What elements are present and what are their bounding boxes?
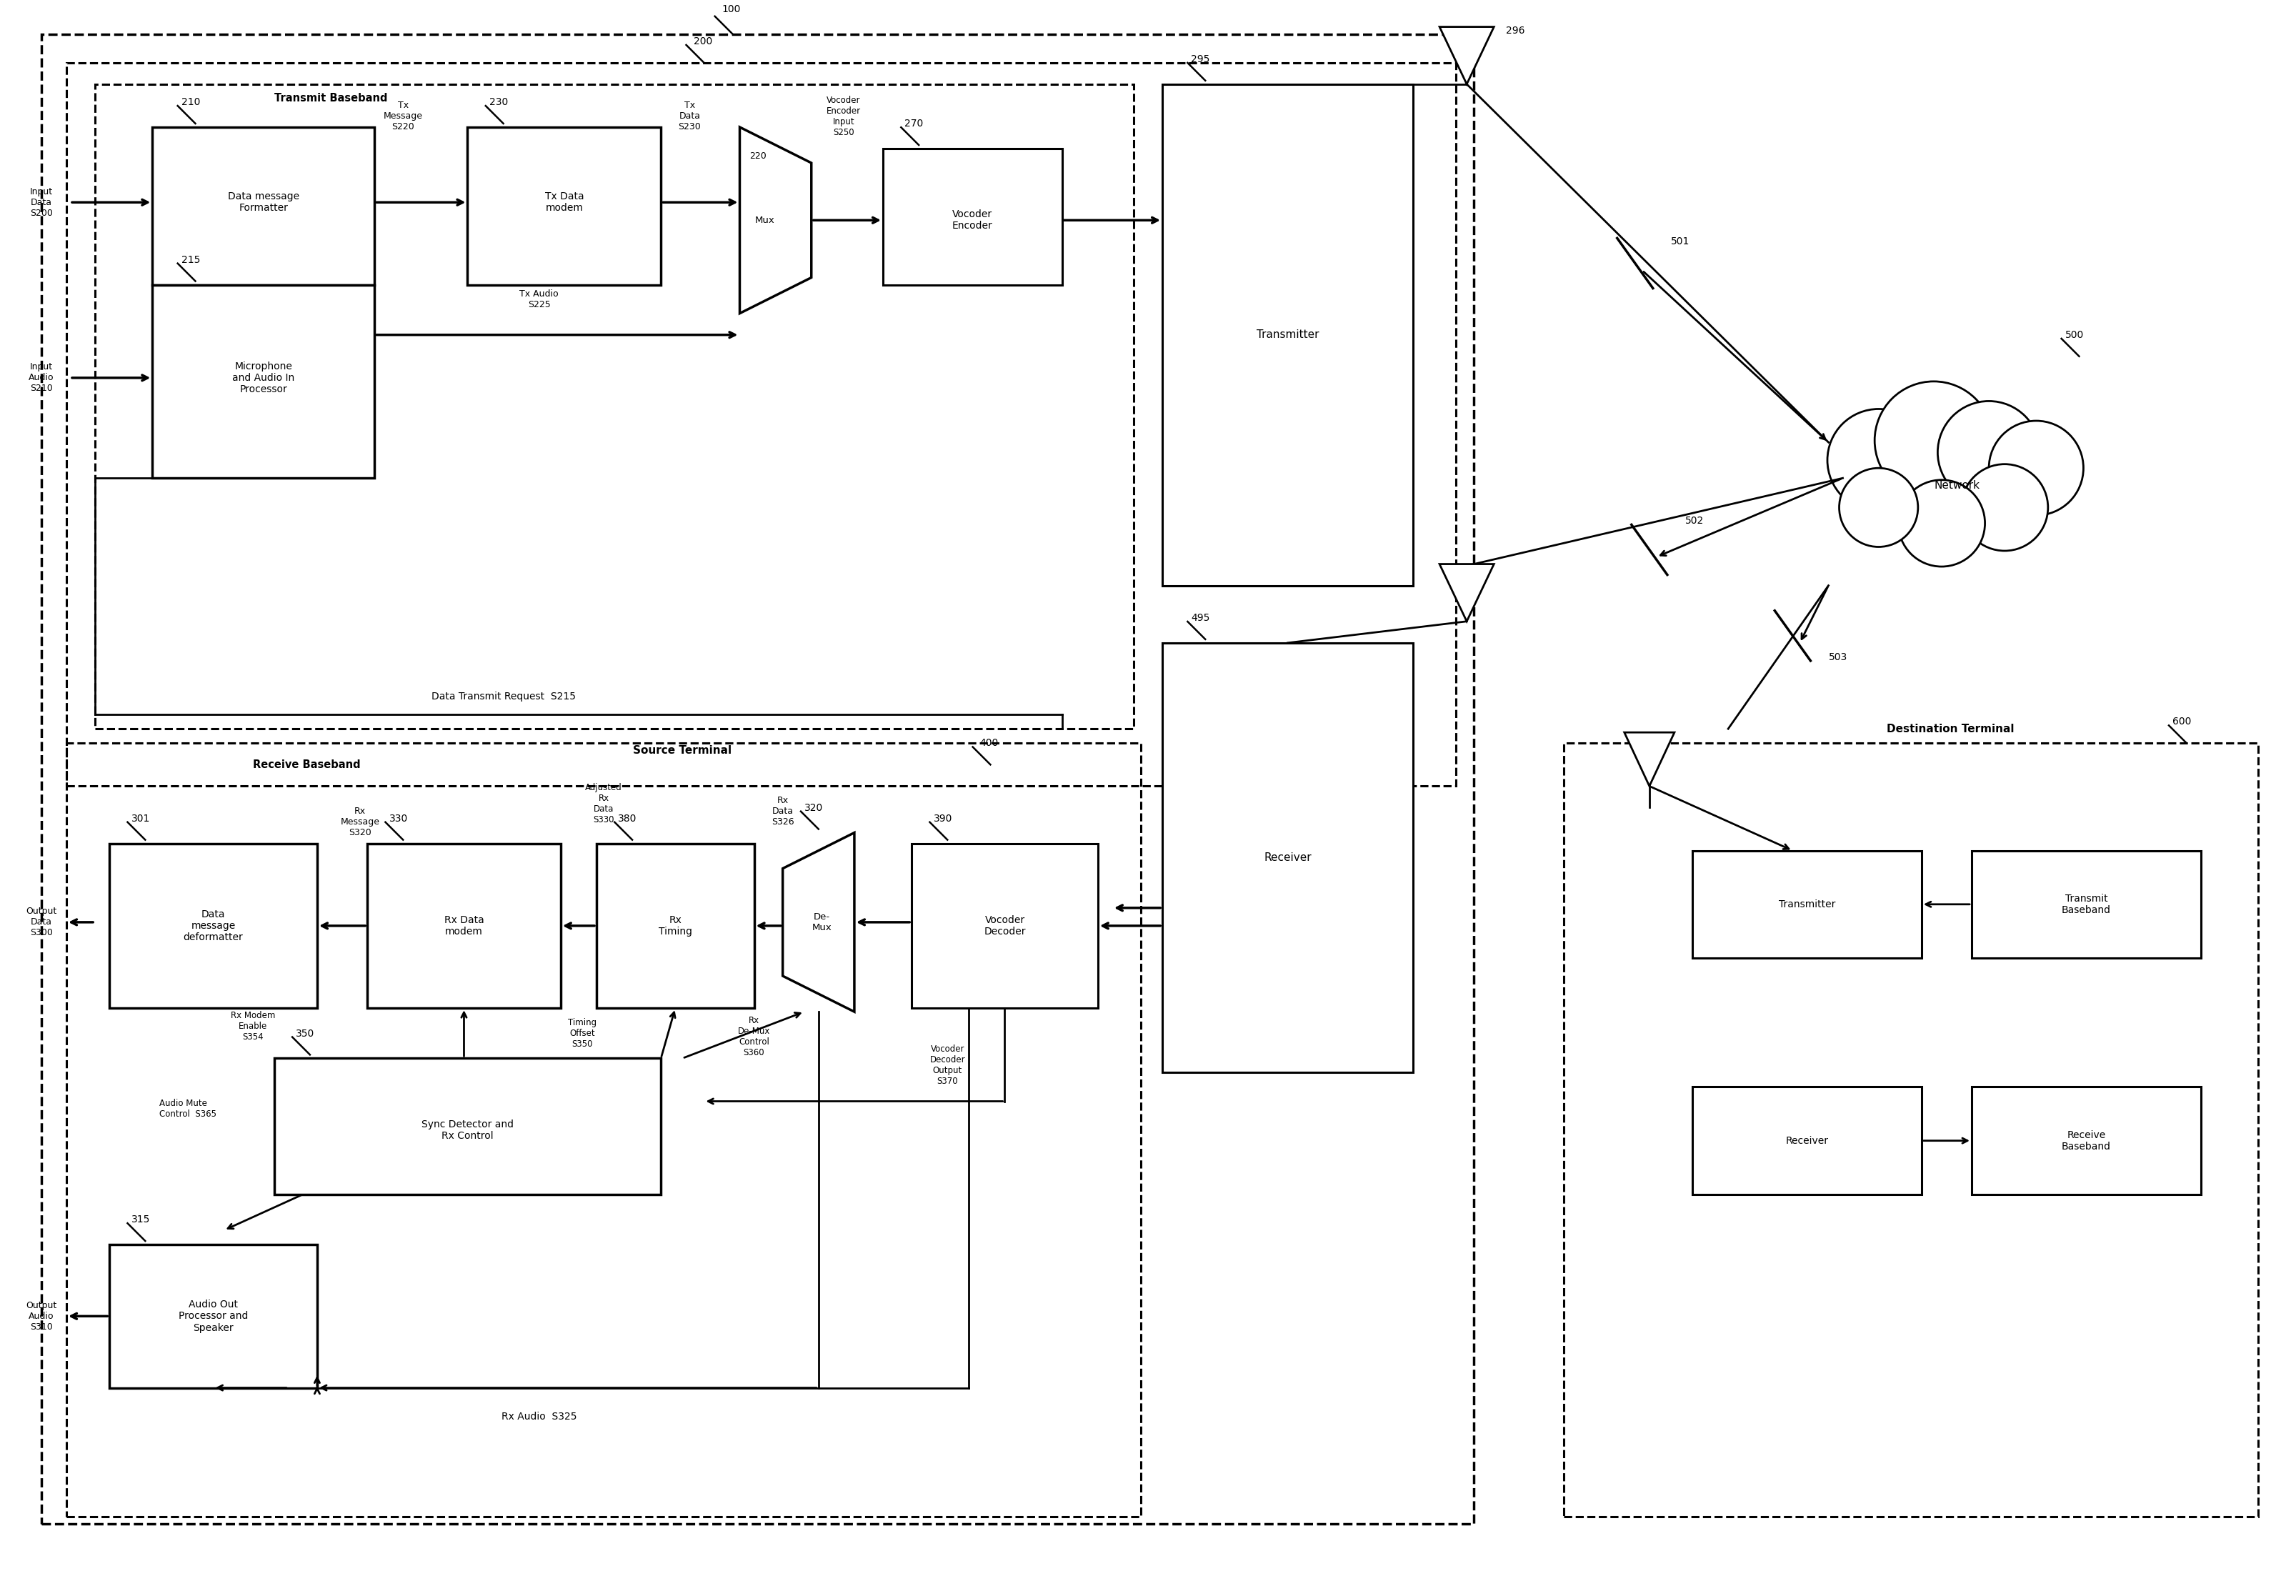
Text: Transmit Baseband: Transmit Baseband [273,93,388,104]
Circle shape [1938,401,2041,503]
Bar [1972,1087,2202,1194]
Text: Transmit
Baseband: Transmit Baseband [2062,894,2110,915]
Text: Mux: Mux [755,215,774,225]
Polygon shape [1440,27,1495,85]
Text: Network: Network [1936,480,1979,490]
Text: Receive
Baseband: Receive Baseband [2062,1130,2110,1151]
Text: Input
Data
S200: Input Data S200 [30,187,53,217]
Bar [1692,851,1922,958]
Text: Tx Audio
S225: Tx Audio S225 [519,289,558,310]
Bar [367,843,560,1009]
Bar [597,843,753,1009]
Text: De-
Mux: De- Mux [813,913,831,932]
Polygon shape [1440,563,1495,621]
Bar [41,34,1474,1524]
Bar [912,843,1097,1009]
Bar [110,1245,317,1389]
Text: 501: 501 [1671,236,1690,247]
Bar [1162,643,1412,1073]
Text: 295: 295 [1192,54,1210,64]
Text: 215: 215 [181,255,200,265]
Text: Output
Data
S300: Output Data S300 [25,907,57,937]
Bar [152,284,374,479]
Bar [1692,1087,1922,1194]
Text: 315: 315 [131,1215,149,1224]
Text: Receiver: Receiver [1786,1136,1828,1146]
Circle shape [1839,468,1917,547]
Bar [1972,851,2202,958]
Text: Tx Data
modem: Tx Data modem [544,192,583,214]
Text: Output
Audio
S310: Output Audio S310 [25,1301,57,1331]
Text: 495: 495 [1192,613,1210,622]
Text: Input
Audio
S210: Input Audio S210 [28,362,55,393]
Text: Data
message
deformatter: Data message deformatter [184,910,243,942]
Text: 270: 270 [905,118,923,129]
Text: 390: 390 [932,814,953,824]
Text: Timing
Offset
S350: Timing Offset S350 [567,1018,597,1049]
Polygon shape [783,833,854,1012]
Circle shape [1961,464,2048,551]
Text: Rx
Timing: Rx Timing [659,915,691,937]
Text: Vocoder
Decoder: Vocoder Decoder [985,915,1026,937]
Bar [152,128,374,284]
Bar [1564,744,2259,1516]
Bar [1871,429,2053,539]
Bar [67,62,1456,787]
Text: 200: 200 [693,37,712,46]
Text: Adjusted
Rx
Data
S330: Adjusted Rx Data S330 [585,784,622,825]
Text: 502: 502 [1685,516,1704,527]
Text: Rx Data
modem: Rx Data modem [443,915,484,937]
Text: Data message
Formatter: Data message Formatter [227,192,298,214]
Text: Audio Mute
Control  S365: Audio Mute Control S365 [158,1098,216,1119]
Polygon shape [739,128,810,313]
Circle shape [1874,381,1993,500]
Text: 500: 500 [2064,330,2085,340]
Text: 230: 230 [489,97,507,107]
Text: Tx
Data
S230: Tx Data S230 [677,101,700,132]
Text: 220: 220 [748,152,767,161]
Text: Transmitter: Transmitter [1779,899,1835,910]
Text: Receiver: Receiver [1263,852,1311,863]
Text: Vocoder
Encoder: Vocoder Encoder [953,209,992,231]
Text: 330: 330 [388,814,409,824]
Text: 503: 503 [1828,653,1848,662]
Circle shape [1828,409,1931,511]
Text: Vocoder
Decoder
Output
S370: Vocoder Decoder Output S370 [930,1045,964,1087]
Circle shape [1988,421,2082,516]
Bar [110,843,317,1009]
Text: 380: 380 [618,814,636,824]
Text: 320: 320 [804,803,824,812]
Text: Rx
Message
S320: Rx Message S320 [340,806,379,838]
Text: 100: 100 [721,5,742,14]
Text: Destination Terminal: Destination Terminal [1887,723,2014,734]
Bar [273,1058,661,1194]
Text: Source Terminal: Source Terminal [634,745,732,755]
Text: Sync Detector and
Rx Control: Sync Detector and Rx Control [422,1119,514,1141]
Text: 600: 600 [2172,717,2190,726]
Text: Audio Out
Processor and
Speaker: Audio Out Processor and Speaker [179,1299,248,1333]
Text: 301: 301 [131,814,149,824]
Bar [884,148,1063,284]
Bar [67,744,1141,1516]
Text: 296: 296 [1506,26,1525,35]
Polygon shape [1623,733,1674,787]
Text: 400: 400 [980,739,999,749]
Text: Transmitter: Transmitter [1256,329,1318,340]
Text: Receive Baseband: Receive Baseband [253,760,360,769]
Circle shape [1899,480,1986,567]
Text: Rx Audio  S325: Rx Audio S325 [501,1411,576,1422]
Text: Tx
Message
S220: Tx Message S220 [383,101,422,132]
Text: Rx
Data
S326: Rx Data S326 [771,796,794,827]
Text: Vocoder
Encoder
Input
S250: Vocoder Encoder Input S250 [827,96,861,137]
Text: Data Transmit Request  S215: Data Transmit Request S215 [432,691,576,702]
Bar [94,85,1134,729]
Text: Microphone
and Audio In
Processor: Microphone and Audio In Processor [232,361,294,394]
Text: 350: 350 [296,1028,315,1039]
Text: Rx Modem
Enable
S354: Rx Modem Enable S354 [230,1010,276,1042]
Text: 210: 210 [181,97,200,107]
Bar [1162,85,1412,586]
Bar [468,128,661,284]
Text: Rx
De-Mux
Control
S360: Rx De-Mux Control S360 [737,1017,769,1058]
